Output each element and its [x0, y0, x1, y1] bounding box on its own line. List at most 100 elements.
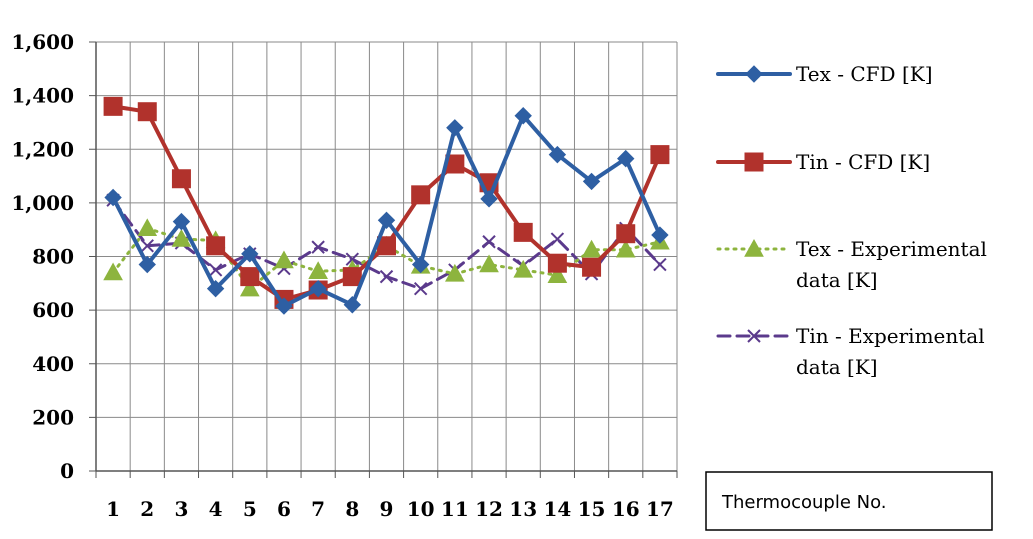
legend-swatch-marker [747, 329, 761, 343]
data-point [379, 269, 394, 284]
data-point [550, 232, 565, 246]
legend-swatch-marker [744, 238, 764, 257]
x-tick-label: 1 [106, 497, 120, 521]
x-tick-label: 6 [277, 497, 291, 521]
data-point [311, 240, 325, 254]
data-point [377, 211, 396, 230]
data-point [446, 119, 464, 137]
y-tick-label: 1,400 [11, 84, 74, 108]
data-point [308, 261, 328, 279]
data-point [208, 263, 223, 277]
x-tick-label: 14 [543, 497, 571, 521]
marker-stroke [482, 235, 496, 249]
y-tick-label: 800 [32, 245, 74, 269]
y-tick-label: 1,000 [11, 191, 74, 215]
series-layer [103, 96, 670, 315]
legend-item-4: Tin - Experimental data [K] [716, 324, 985, 379]
data-point [172, 212, 191, 231]
series-1 [104, 107, 669, 315]
data-point [514, 107, 532, 125]
data-point [513, 259, 534, 278]
x-tick-label: 10 [407, 497, 435, 521]
data-point [274, 250, 294, 269]
legend-swatch-marker [744, 152, 764, 172]
legend-label: data [K] [796, 355, 878, 379]
x-tick-label: 2 [140, 497, 154, 521]
y-tick-label: 0 [60, 459, 74, 483]
y-tick-label: 600 [32, 298, 74, 322]
x-axis-title-box: Thermocouple No. [705, 471, 993, 531]
data-point [445, 263, 465, 282]
data-point [480, 190, 498, 208]
data-point [547, 253, 567, 273]
data-point [345, 252, 360, 266]
x-tick-label: 13 [509, 497, 537, 521]
y-tick-label: 1,200 [11, 137, 74, 161]
data-point [653, 257, 667, 272]
x-tick-label: 15 [578, 497, 606, 521]
legend-label: Tin - Experimental [796, 324, 985, 348]
data-point [275, 297, 293, 315]
x-tick-label: 7 [311, 497, 325, 521]
legend: Tex - CFD [K] Tin - CFD [K] Tex - Experime… [716, 62, 987, 379]
data-point [171, 169, 191, 189]
data-point [240, 267, 260, 287]
data-point [343, 296, 362, 314]
y-tick-label: 1,600 [11, 30, 74, 54]
data-point [617, 149, 635, 168]
data-point [581, 239, 602, 258]
data-point [411, 255, 430, 274]
x-tick-label: 8 [345, 497, 359, 521]
legend-swatch-marker [745, 65, 763, 83]
data-point [138, 255, 156, 274]
series-2 [103, 96, 670, 309]
data-point [513, 222, 533, 242]
data-point [547, 265, 568, 283]
data-point [548, 145, 567, 164]
data-point [615, 239, 636, 258]
data-point [104, 188, 122, 207]
x-axis-title-frame [705, 471, 993, 531]
data-point [241, 245, 259, 263]
data-point [239, 278, 260, 297]
legend-item-1: Tex - CFD [K] [716, 62, 933, 86]
marker-stroke [345, 252, 360, 266]
data-point [309, 279, 327, 298]
data-point [479, 254, 499, 273]
data-point [482, 235, 496, 249]
data-point [616, 224, 636, 244]
x-tick-label: 11 [441, 497, 469, 521]
x-tick-label: 17 [646, 497, 674, 521]
marker-stroke [653, 257, 667, 272]
data-point [103, 96, 123, 116]
legend-label: data [K] [796, 268, 878, 292]
data-point [411, 185, 431, 205]
data-point [651, 226, 669, 244]
marker-stroke [550, 232, 565, 246]
x-tick-label: 9 [380, 497, 394, 521]
marker-stroke [140, 239, 154, 253]
x-axis-title: Thermocouple No. [721, 492, 887, 513]
legend-label: Tex - CFD [K] [796, 62, 933, 86]
marker-stroke [747, 329, 761, 343]
legend-label: Tex - Experimental [796, 237, 987, 261]
marker-stroke [311, 240, 325, 254]
data-point [650, 145, 670, 165]
x-tick-label: 16 [612, 497, 640, 521]
data-point [137, 102, 157, 122]
data-point [137, 218, 158, 237]
marker-stroke [379, 269, 394, 284]
legend-label: Tin - CFD [K] [796, 150, 930, 174]
marker-stroke [413, 281, 428, 296]
x-tick-label: 4 [209, 497, 223, 521]
legend-item-3: Tex - Experimental data [K] [716, 237, 987, 292]
marker-stroke [208, 263, 223, 277]
y-tick-label: 400 [32, 352, 74, 376]
data-point [413, 281, 428, 296]
data-point [582, 257, 602, 277]
data-point [582, 172, 601, 191]
x-tick-label: 12 [475, 497, 503, 521]
data-point [206, 279, 225, 298]
